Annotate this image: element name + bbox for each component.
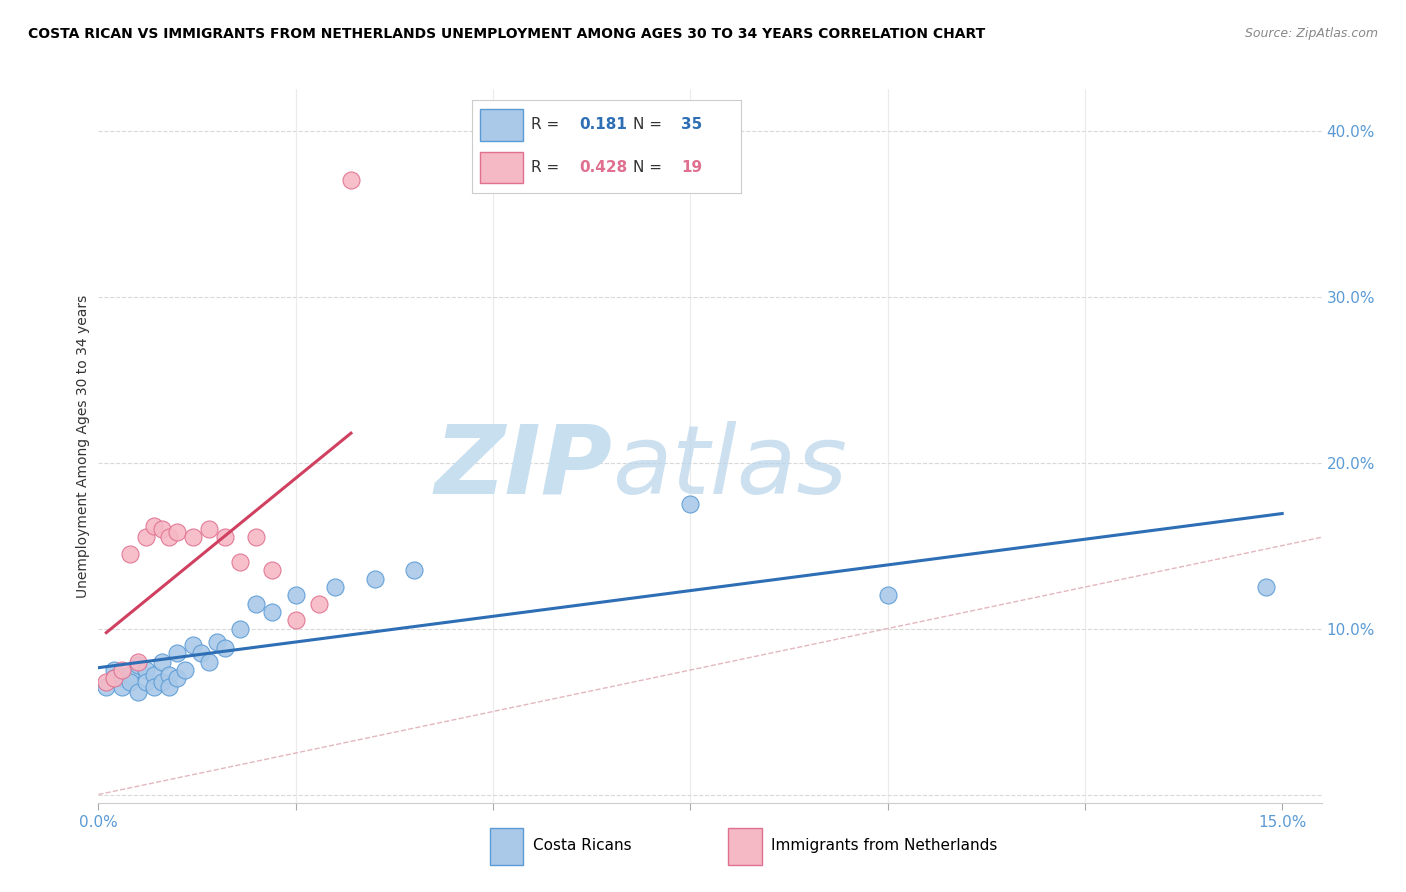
Point <box>118 668 141 682</box>
Point <box>127 658 149 673</box>
Point <box>245 597 267 611</box>
Point <box>135 530 157 544</box>
Point <box>111 663 134 677</box>
Point <box>205 635 228 649</box>
Point <box>214 641 236 656</box>
Point <box>679 497 702 511</box>
Point <box>245 530 267 544</box>
Point <box>159 530 181 544</box>
Point <box>127 655 149 669</box>
Point <box>363 572 385 586</box>
Text: COSTA RICAN VS IMMIGRANTS FROM NETHERLANDS UNEMPLOYMENT AMONG AGES 30 TO 34 YEAR: COSTA RICAN VS IMMIGRANTS FROM NETHERLAN… <box>28 27 986 41</box>
Text: ZIP: ZIP <box>434 421 612 514</box>
Point <box>198 655 221 669</box>
Point <box>404 564 426 578</box>
Point <box>118 674 141 689</box>
Point <box>103 671 125 685</box>
Point <box>198 522 221 536</box>
Point <box>174 663 197 677</box>
Point <box>127 684 149 698</box>
Point <box>308 597 330 611</box>
Text: Source: ZipAtlas.com: Source: ZipAtlas.com <box>1244 27 1378 40</box>
Point <box>323 580 346 594</box>
Point <box>135 674 157 689</box>
Point <box>229 555 252 569</box>
Point <box>181 638 204 652</box>
Point <box>150 522 173 536</box>
Point <box>159 668 181 682</box>
Point <box>181 530 204 544</box>
Point <box>166 647 188 661</box>
Point <box>150 655 173 669</box>
Point <box>118 547 141 561</box>
Point <box>135 663 157 677</box>
Text: atlas: atlas <box>612 421 848 514</box>
Point <box>96 674 118 689</box>
Point <box>96 680 118 694</box>
Point <box>1256 580 1278 594</box>
Point <box>284 588 307 602</box>
Point <box>142 680 165 694</box>
Point <box>340 173 363 187</box>
Point <box>166 671 188 685</box>
Point <box>229 622 252 636</box>
Point <box>166 525 188 540</box>
Point <box>150 674 173 689</box>
Point <box>142 518 165 533</box>
Point <box>103 663 125 677</box>
Point <box>159 680 181 694</box>
Point <box>260 564 283 578</box>
Point <box>111 680 134 694</box>
Point <box>111 671 134 685</box>
Point <box>103 671 125 685</box>
Point <box>214 530 236 544</box>
Y-axis label: Unemployment Among Ages 30 to 34 years: Unemployment Among Ages 30 to 34 years <box>76 294 90 598</box>
Point <box>190 647 212 661</box>
Point <box>260 605 283 619</box>
Point <box>142 668 165 682</box>
Point <box>876 588 898 602</box>
Point <box>284 613 307 627</box>
